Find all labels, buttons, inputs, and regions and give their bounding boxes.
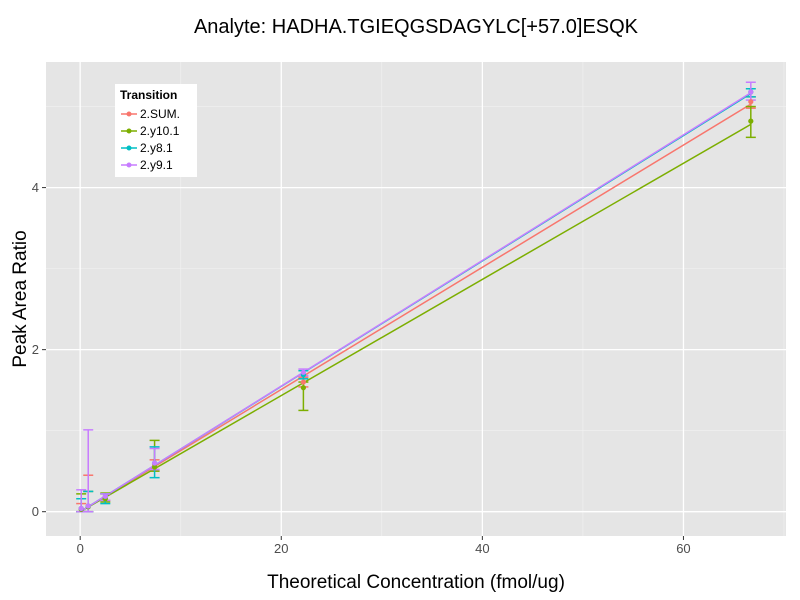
fit-line-2-y9-1 — [79, 92, 752, 513]
legend-key-point-2-y9-1 — [126, 162, 132, 168]
y-axis-title: Peak Area Ratio — [10, 230, 31, 367]
point-2-y9-1 — [151, 460, 158, 466]
legend-label-2-y9-1: 2.y9.1 — [140, 158, 173, 172]
legend-key-point-2-y8-1 — [126, 145, 132, 151]
legend-label-2-y8-1: 2.y8.1 — [140, 141, 173, 155]
x-tick-label: 60 — [676, 541, 690, 556]
legend-label-2-y10-1: 2.y10.1 — [140, 124, 180, 138]
y-tick-label: 4 — [32, 180, 39, 195]
x-axis-title: Theoretical Concentration (fmol/ug) — [267, 572, 565, 593]
y-tick-label: 2 — [32, 342, 39, 357]
point-2-y9-1 — [300, 369, 306, 375]
data-points — [78, 89, 754, 512]
legend-key-point-2-sum — [126, 111, 132, 117]
x-tick-labels: 0 20 40 60 — [77, 541, 691, 556]
fit-line-2-y10-1 — [79, 123, 752, 513]
x-tick-label: 20 — [274, 541, 288, 556]
legend-label-2-sum: 2.SUM. — [140, 107, 180, 121]
fit-lines — [79, 92, 752, 513]
point-2-sum — [748, 99, 754, 105]
chart-title: Analyte: HADHA.TGIEQGSDAGYLC[+57.0]ESQK — [194, 16, 639, 38]
point-2-sum — [300, 379, 306, 385]
y-tick-label: 0 — [32, 504, 39, 519]
point-2-y9-1 — [78, 505, 84, 512]
grid-major — [46, 62, 786, 536]
x-tick-label: 40 — [475, 541, 489, 556]
fit-line-2-sum — [79, 103, 752, 513]
axis-ticks — [42, 187, 684, 540]
point-2-y9-1 — [102, 493, 108, 499]
legend-key-point-2-y10-1 — [126, 128, 132, 134]
legend-title: Transition — [120, 88, 177, 102]
y-tick-labels: 0 2 4 — [32, 180, 39, 519]
x-tick-label: 0 — [77, 541, 84, 556]
point-2-y10-1 — [300, 385, 306, 391]
point-2-y9-1 — [748, 89, 754, 95]
legend: Transition 2.SUM. 2.y10.1 2.y8.1 2.y9.1 — [115, 84, 197, 177]
point-2-y10-1 — [151, 464, 158, 470]
point-2-y10-1 — [748, 118, 754, 124]
point-2-y9-1 — [85, 503, 91, 509]
